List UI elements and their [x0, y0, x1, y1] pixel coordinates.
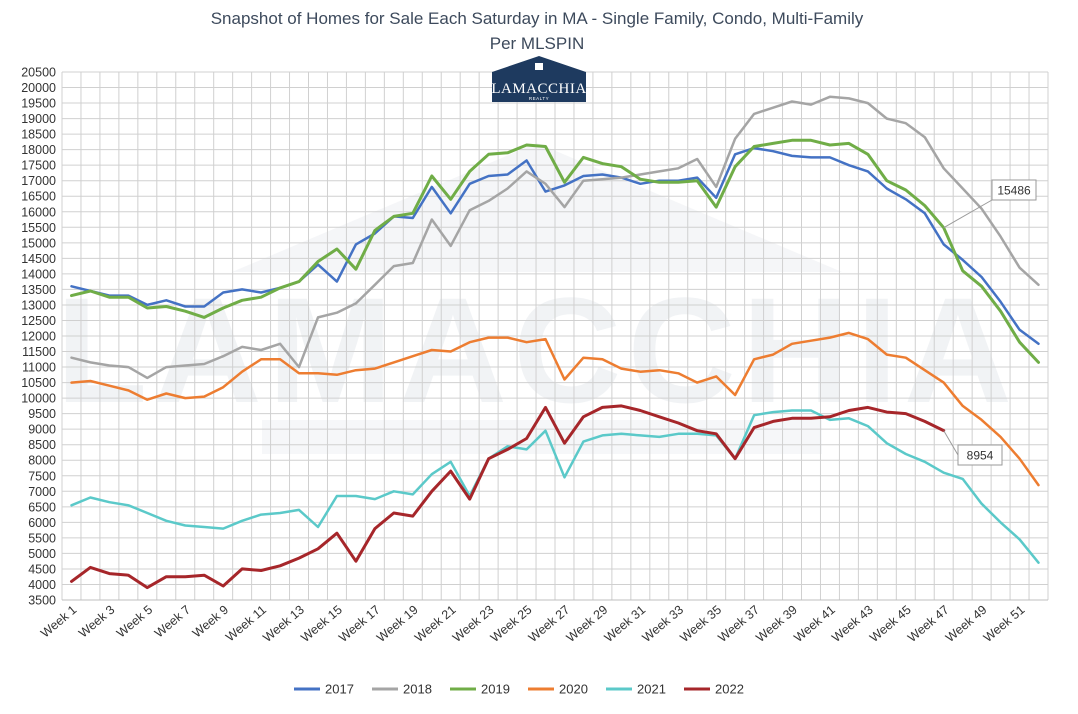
y-tick-label: 3500	[28, 594, 56, 608]
y-tick-label: 17500	[21, 159, 56, 173]
y-tick-label: 4500	[28, 562, 56, 576]
lamacchia-logo: LAMACCHIA REALTY	[491, 56, 586, 102]
y-tick-label: 10500	[21, 376, 56, 390]
callout-box	[991, 179, 1037, 201]
y-tick-label: 9000	[28, 423, 56, 437]
y-tick-label: 4000	[28, 578, 56, 592]
legend-label-2019: 2019	[481, 682, 510, 697]
legend: 2017 2018 2019 2020 2021 2022	[294, 682, 744, 697]
callouts: 15486 8954	[943, 179, 1037, 466]
legend-label-2018: 2018	[403, 682, 432, 697]
logo-window	[535, 63, 543, 70]
y-tick-label: 14500	[21, 252, 56, 266]
y-tick-label: 13500	[21, 283, 56, 297]
callout-label: 15486	[997, 184, 1031, 198]
y-tick-label: 6500	[28, 500, 56, 514]
y-tick-label: 15500	[21, 221, 56, 235]
series-line-2018	[70, 95, 1040, 380]
y-tick-label: 10000	[21, 392, 56, 406]
logo-subtext: REALTY	[529, 96, 549, 101]
y-tick-label: 19500	[21, 97, 56, 111]
y-tick-label: 6000	[28, 516, 56, 530]
series-lines	[70, 95, 1040, 590]
logo-body	[492, 72, 586, 102]
y-tick-label: 20000	[21, 81, 56, 95]
legend-label-2022: 2022	[715, 682, 744, 697]
y-tick-label: 5000	[28, 547, 56, 561]
legend-label-2017: 2017	[325, 682, 354, 697]
chart-subtitle: Per MLSPIN	[490, 34, 584, 53]
y-tick-label: 12500	[21, 314, 56, 328]
logo-text: LAMACCHIA	[491, 81, 586, 97]
chart-title: Snapshot of Homes for Sale Each Saturday…	[211, 9, 864, 28]
y-tick-label: 8000	[28, 454, 56, 468]
series-line-2017	[70, 146, 1040, 346]
callout-box	[957, 444, 1003, 466]
series-line-2020	[70, 331, 1040, 487]
y-tick-label: 8500	[28, 438, 56, 452]
y-tick-label: 11500	[22, 345, 56, 359]
y-tick-label: 18500	[21, 128, 56, 142]
y-tick-label: 19000	[21, 112, 56, 126]
callout-leader	[943, 199, 993, 229]
watermark-text: LAMACCHIA	[56, 266, 1018, 434]
y-tick-label: 11000	[22, 361, 56, 375]
y-tick-label: 17000	[21, 174, 56, 188]
y-tick-label: 18000	[21, 143, 56, 157]
y-tick-label: 7500	[28, 469, 56, 483]
legend-label-2020: 2020	[559, 682, 588, 697]
y-tick-label: 16000	[21, 205, 56, 219]
callout-leader	[943, 430, 959, 456]
y-tick-label: 12000	[21, 330, 56, 344]
y-tick-label: 20500	[21, 66, 56, 80]
y-tick-label: 13000	[21, 298, 56, 312]
y-tick-label: 14000	[21, 267, 56, 281]
series-line-2021	[70, 409, 1040, 564]
y-tick-label: 5500	[28, 531, 56, 545]
watermark: LAMACCHIA	[56, 143, 1018, 454]
callout-label: 8954	[967, 449, 994, 463]
legend-label-2021: 2021	[637, 682, 666, 697]
series-line-2022	[70, 404, 946, 590]
y-tick-label: 15000	[21, 236, 56, 250]
y-tick-label: 7000	[28, 485, 56, 499]
series-line-2019	[70, 138, 1040, 364]
y-tick-label: 9500	[28, 407, 56, 421]
y-tick-label: 16500	[21, 190, 56, 204]
